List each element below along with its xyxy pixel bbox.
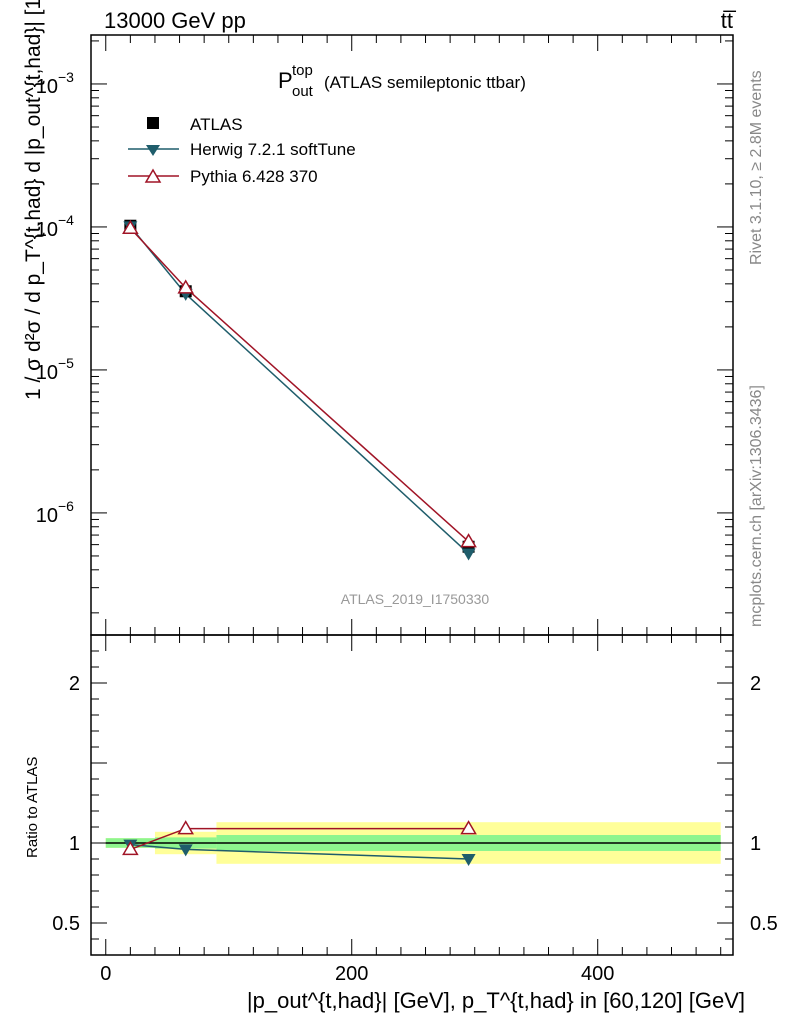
title-sub: out xyxy=(292,83,314,100)
y-tick-exponent: −5 xyxy=(58,355,74,371)
main-frame xyxy=(90,34,734,636)
x-axis-label: |p_out^{t,had}| [GeV], p_T^{t,had} in [6… xyxy=(247,988,745,1013)
y-tick-label: 10 xyxy=(36,76,58,98)
y-tick-label: 10 xyxy=(36,219,58,241)
ratio-tick-label-left: 2 xyxy=(69,673,80,695)
rivet-label: Rivet 3.1.10, ≥ 2.8M events xyxy=(748,70,765,265)
title-sup: top xyxy=(292,62,313,79)
x-tick-label: 0 xyxy=(100,963,111,985)
y-tick-exponent: −6 xyxy=(58,498,74,514)
title-main: P xyxy=(278,68,293,93)
legend-pythia-marker xyxy=(144,168,162,183)
ratio-tick-label-right: 1 xyxy=(750,833,761,855)
y-tick-exponent: −4 xyxy=(58,212,74,228)
y-tick-exponent: −3 xyxy=(58,69,74,85)
ratio-tick-label-left: 0.5 xyxy=(52,913,80,935)
ratio-tick-label-left: 1 xyxy=(69,833,80,855)
pythia-point xyxy=(177,279,195,294)
pythia-ratio-point xyxy=(460,820,477,835)
pythia-point xyxy=(122,219,139,234)
title-rest: (ATLAS semileptonic ttbar) xyxy=(324,73,526,92)
y-tick-label: 10 xyxy=(36,362,58,384)
ratio-panel: 0 200 400 0.5 0.5 1 1 2 2 xyxy=(52,634,778,985)
pythia-point xyxy=(460,533,477,548)
ratio-markers xyxy=(122,820,477,866)
legend-atlas-marker xyxy=(147,117,159,129)
main-lines xyxy=(129,225,470,555)
legend-herwig-marker xyxy=(146,145,160,156)
main-panel: 10−610−510−410−3 P top out (ATLAS semile… xyxy=(36,34,734,636)
herwig-ratio-point xyxy=(461,854,476,866)
mcplots-label: mcplots.cern.ch [arXiv:1306.3436] xyxy=(748,385,765,627)
legend-pythia-label: Pythia 6.428 370 xyxy=(190,167,318,186)
process-label: tt̅ xyxy=(721,8,737,33)
energy-label: 13000 GeV pp xyxy=(104,8,246,33)
main-ticks: 10−610−510−410−3 xyxy=(36,35,733,635)
pythia-ratio-point xyxy=(177,820,195,835)
main-markers xyxy=(122,219,477,561)
ratio-ticks: 0 200 400 0.5 0.5 1 1 2 2 xyxy=(52,635,778,985)
legend-atlas-label: ATLAS xyxy=(190,115,243,134)
herwig-point xyxy=(461,548,476,561)
x-tick-label: 400 xyxy=(581,963,614,985)
analysis-watermark: ATLAS_2019_I1750330 xyxy=(341,591,490,607)
pythia-line xyxy=(129,227,470,543)
herwig-ratio-point xyxy=(178,844,193,857)
y-tick-label: 10 xyxy=(36,505,58,527)
legend-herwig-label: Herwig 7.2.1 softTune xyxy=(190,140,356,159)
y-axis-label: 1 / σ d²σ / d p_T^{t,had} d |p_out^{t,ha… xyxy=(22,0,45,400)
pythia-ratio-point xyxy=(122,840,139,856)
x-tick-label: 200 xyxy=(335,963,368,985)
ratio-y-label: Ratio to ATLAS xyxy=(24,757,41,858)
ratio-tick-label-right: 0.5 xyxy=(750,913,778,935)
ratio-frame xyxy=(90,634,734,956)
y-axis-title: 1 / σ d²σ / d p_T^{t,had} d |p_out^{t,ha… xyxy=(22,0,45,400)
ratio-tick-label-right: 2 xyxy=(750,673,761,695)
legend: ATLAS Herwig 7.2.1 softTune Pythia 6.428… xyxy=(128,115,356,186)
